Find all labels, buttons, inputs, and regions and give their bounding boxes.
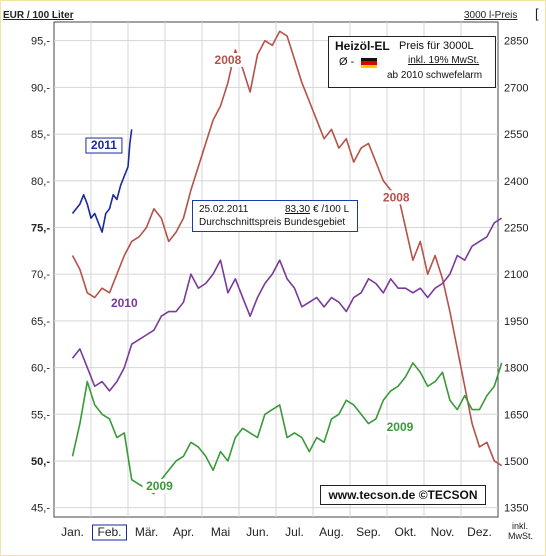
month-highlight-box — [92, 524, 127, 541]
y-tick-label-left: 50,- — [31, 456, 50, 468]
x-tick-label: Aug. — [319, 525, 344, 539]
series-label-bg — [379, 190, 414, 205]
series-label-bg — [107, 295, 142, 310]
source-label: www.tecson.de ©TECSON — [320, 485, 486, 505]
y-tick-label-right: 1800 — [504, 363, 528, 375]
y-tick-label-left: 85,- — [31, 129, 50, 141]
right-axis-unit-label: 3000 l-Preis — [464, 10, 518, 21]
y-tick-label-left: 60,- — [31, 363, 50, 375]
x-tick-label: Okt. — [394, 525, 416, 539]
x-tick-label: Feb. — [97, 525, 121, 539]
x-tick-label: Jan. — [61, 525, 84, 539]
legend-vat-label: inkl. 19% MwSt. — [408, 55, 480, 66]
vat-note-line-1: inkl. — [512, 521, 529, 531]
series-line-2010 — [71, 217, 503, 392]
y-tick-label-left: 75,- — [31, 222, 50, 234]
legend-average-label: Ø - — [339, 56, 355, 68]
germany-flag-icon — [361, 58, 377, 68]
y-tick-label-right: 2100 — [504, 269, 528, 281]
y-tick-label-right: 2400 — [504, 176, 528, 188]
right-bracket: [ — [535, 6, 539, 21]
y-tick-label-right: 1950 — [504, 316, 528, 328]
legend-low-sulfur-label: ab 2010 schwefelarm — [387, 70, 483, 81]
series-line-2011 — [71, 129, 133, 233]
y-tick-label-left: 80,- — [31, 176, 50, 188]
y-tick-label-right: 1350 — [504, 503, 528, 515]
info-price-unit: € /100 L — [313, 204, 350, 215]
x-tick-label: Jul. — [285, 525, 304, 539]
series-label: 2011 — [91, 138, 117, 152]
series-label: 2010 — [111, 296, 138, 310]
y-tick-label-left: 90,- — [31, 82, 50, 94]
y-tick-label-left: 55,- — [31, 409, 50, 421]
flag-stripe — [361, 58, 377, 62]
info-price-value: 83,30 — [285, 204, 311, 215]
y-tick-label-right: 2250 — [504, 222, 528, 234]
series-label-bg — [382, 420, 417, 435]
series-label: 2009 — [387, 420, 414, 434]
legend-price-label: Preis für 3000L — [399, 40, 474, 52]
y-tick-label-right: 1650 — [504, 409, 528, 421]
y-tick-label-right: 1500 — [504, 456, 528, 468]
info-box: 25.02.2011 83,30 € /100 L Durchschnittsp… — [192, 200, 358, 232]
x-tick-label: Mär. — [135, 525, 158, 539]
flag-stripe — [361, 61, 377, 65]
x-tick-label: Jun. — [246, 525, 269, 539]
series-line-2008 — [71, 30, 503, 467]
y-tick-label-right: 2700 — [504, 82, 528, 94]
y-tick-label-left: 70,- — [31, 269, 50, 281]
y-tick-label-right: 2550 — [504, 129, 528, 141]
legend-title: Heizöl-EL — [335, 39, 390, 53]
series-label-bg — [210, 53, 245, 68]
info-date: 25.02.2011 — [199, 204, 249, 215]
series-label: 2009 — [146, 479, 173, 493]
info-description: Durchschnittspreis Bundesgebiet — [199, 217, 346, 228]
legend-box: Heizöl-EL Preis für 3000L Ø - inkl. 19% … — [328, 36, 496, 88]
series-label: 2008 — [215, 53, 242, 67]
y-tick-label-left: 95,- — [31, 36, 50, 48]
x-tick-label: Apr. — [173, 525, 194, 539]
vat-note-line-2: MwSt. — [508, 531, 534, 541]
series-label: 2008 — [383, 190, 410, 204]
x-tick-label: Sep. — [356, 525, 381, 539]
x-tick-label: Mai — [211, 525, 230, 539]
y-tick-label-left: 65,- — [31, 316, 50, 328]
x-tick-label: Nov. — [431, 525, 455, 539]
y-axis-unit-label: EUR / 100 Liter — [3, 10, 74, 21]
flag-stripe — [361, 64, 377, 68]
y-tick-label-left: 45,- — [31, 503, 50, 515]
series-label-bg — [142, 478, 177, 493]
y-tick-label-right: 2850 — [504, 36, 528, 48]
series-label-box — [85, 137, 123, 154]
x-tick-label: Dez. — [467, 525, 492, 539]
